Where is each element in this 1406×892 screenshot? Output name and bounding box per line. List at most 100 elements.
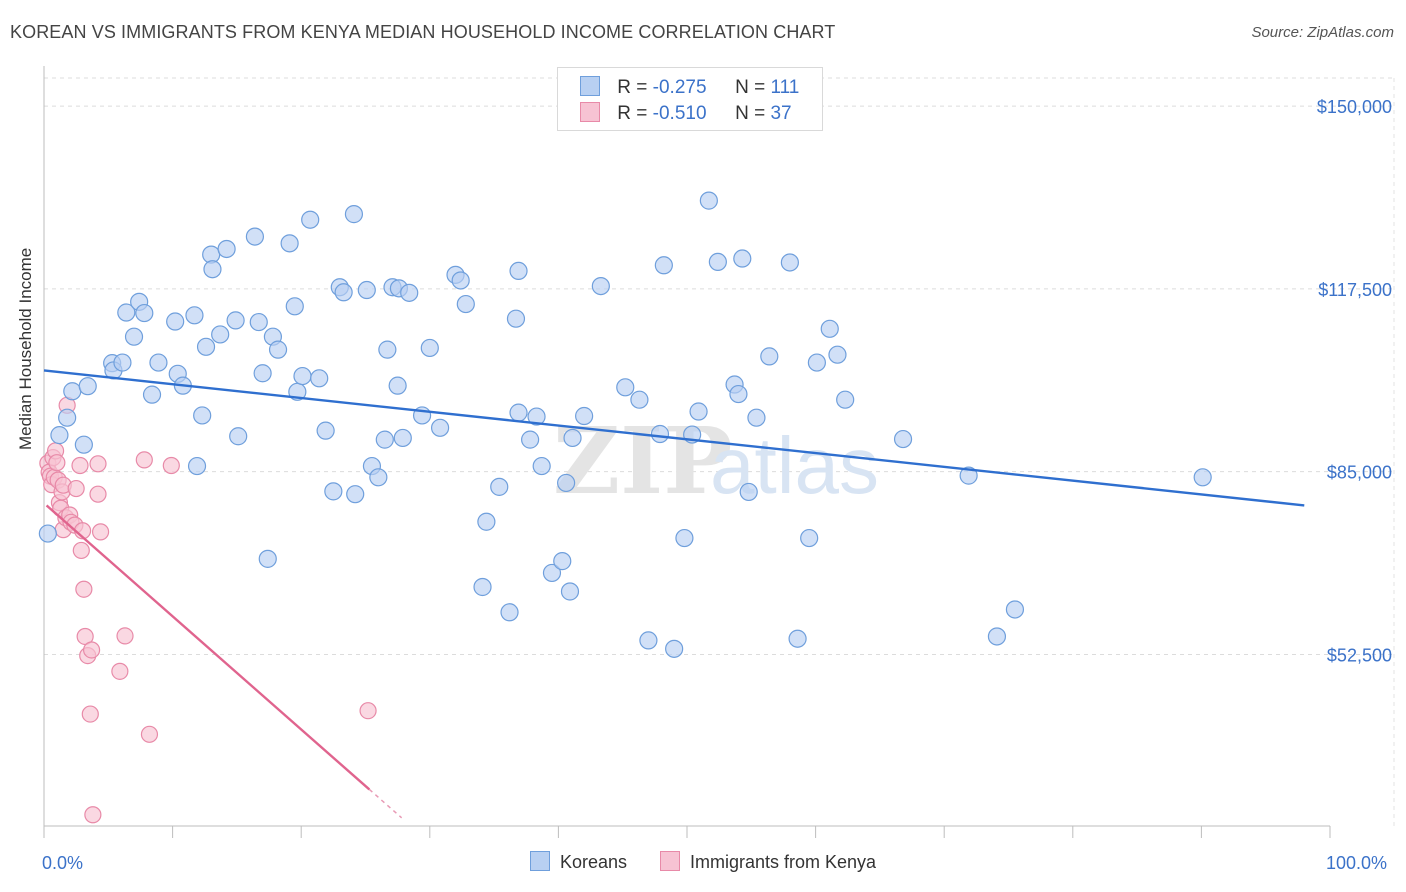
y-tick-label: $150,000 [1317, 97, 1392, 117]
korean-point [521, 430, 540, 449]
korean-point [226, 311, 245, 330]
korean-point [193, 406, 212, 425]
y-axis-label: Median Household Income [16, 247, 35, 450]
korean-point [63, 382, 82, 401]
korean-point [211, 325, 230, 344]
chart-title: KOREAN VS IMMIGRANTS FROM KENYA MEDIAN H… [10, 22, 836, 42]
korean-point [285, 297, 304, 316]
korean-point [78, 377, 97, 396]
legend-n-value-korean: 111 [770, 77, 800, 98]
korean-point [124, 327, 144, 346]
korean-point [532, 456, 551, 476]
korean-point [708, 252, 727, 272]
kenya-point [162, 456, 180, 475]
kenya-point [111, 662, 129, 680]
korean-point [50, 426, 69, 445]
kenya-point [140, 725, 159, 743]
korean-point [301, 210, 320, 229]
series-swatch-korean [529, 851, 550, 871]
korean-point [828, 345, 847, 364]
korean-point [654, 256, 673, 275]
series-name-kenya: Immigrants from Kenya [690, 852, 877, 872]
korean-point [780, 253, 799, 272]
korean-point [217, 239, 236, 259]
korean-point [542, 563, 562, 583]
korean-point [420, 338, 439, 358]
korean-point [203, 260, 222, 279]
kenya-point [81, 705, 99, 723]
y-tick-label: $85,000 [1327, 463, 1392, 483]
korean-point [185, 306, 204, 325]
korean-point [113, 353, 132, 372]
kenya-point [84, 806, 102, 824]
kenya-trend-extension [368, 788, 403, 819]
korean-point [575, 406, 594, 426]
kenya-point [89, 485, 107, 503]
korean-point [334, 283, 353, 302]
korean-point [229, 427, 248, 446]
korean-point [807, 353, 826, 372]
korean-point [560, 582, 580, 601]
korean-point [58, 408, 77, 427]
kenya-point [67, 479, 85, 498]
legend-n-label: N = [735, 103, 771, 124]
korean-point [729, 384, 748, 404]
korean-point [563, 428, 582, 448]
korean-point [788, 629, 807, 648]
kenya-point [82, 641, 101, 659]
kenya-point [71, 456, 89, 475]
korean-point [473, 577, 492, 597]
kenya-point [75, 580, 93, 598]
korean-point [630, 390, 649, 409]
korean-point [739, 482, 758, 502]
korean-point [430, 418, 450, 437]
korean-point [142, 385, 162, 404]
korean-point [616, 378, 635, 397]
korean-point [591, 276, 610, 296]
legend-row-korean: R = -0.275 N = 111 [580, 76, 799, 100]
y-tick-label: $117,500 [1318, 280, 1392, 300]
series-swatch-kenya [660, 851, 680, 871]
korean-point [959, 466, 978, 485]
korean-point [378, 340, 397, 359]
korean-point [1005, 600, 1025, 619]
kenya-point [116, 627, 134, 645]
y-tick-label: $52,500 [1327, 645, 1392, 665]
korean-point [344, 205, 364, 224]
korean-point [650, 424, 670, 444]
korean-point [639, 631, 658, 650]
korean-point [369, 468, 388, 487]
legend-r-label: R = [617, 77, 653, 98]
korean-point [490, 477, 509, 496]
korean-point [280, 234, 299, 253]
legend-r-value-kenya: -0.510 [652, 103, 707, 124]
korean-point [268, 340, 288, 359]
legend-row-kenya: R = -0.510 N = 37 [580, 102, 792, 126]
korean-point [245, 227, 265, 246]
series-name-korean: Koreans [559, 852, 627, 872]
korean-point [893, 429, 913, 449]
korean-point [196, 337, 216, 356]
korean-point [316, 421, 335, 440]
kenya-trend-line [45, 504, 371, 791]
korean-point [166, 312, 185, 331]
kenya-point [91, 523, 110, 541]
korean-point [117, 303, 136, 322]
legend-r-value-korean: -0.275 [652, 77, 707, 98]
korean-point [553, 552, 572, 571]
korean-point [357, 280, 376, 300]
correlation-legend: R = -0.275 N = 111 R = -0.510 N = 37 [557, 67, 823, 131]
korean-point [310, 369, 329, 388]
korean-point [675, 528, 694, 548]
kenya-point [359, 702, 377, 720]
korean-point [249, 312, 268, 332]
x-tick-label-max: 100.0% [1326, 853, 1388, 873]
korean-point [293, 366, 312, 386]
legend-n-value-kenya: 37 [770, 103, 792, 124]
korean-point [38, 524, 57, 543]
legend-swatch-kenya [580, 102, 600, 122]
watermark-atlas: atlas [710, 421, 879, 510]
korean-point [509, 261, 528, 281]
korean-point [324, 482, 343, 501]
